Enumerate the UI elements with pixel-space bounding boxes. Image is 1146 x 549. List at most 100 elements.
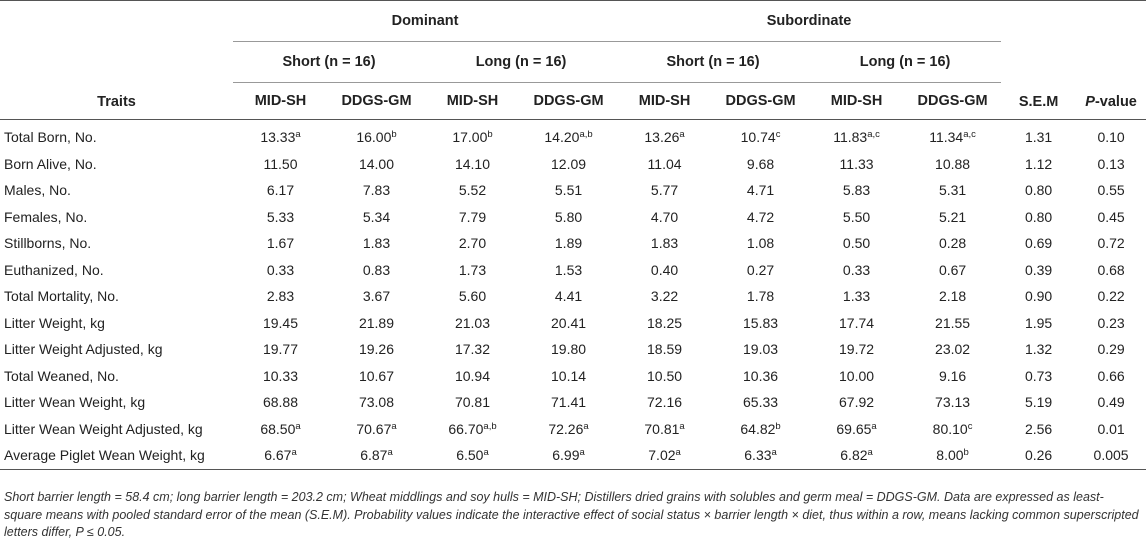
value-cell: 10.88 (904, 151, 1001, 178)
sem-cell: 0.26 (1001, 442, 1077, 470)
value-cell: 65.33 (712, 389, 809, 416)
cell-superscript: b (487, 129, 493, 141)
group-subordinate: Subordinate (617, 0, 1002, 42)
cell-value: 11.34 (929, 129, 964, 146)
cell-value: 17.32 (454, 341, 491, 358)
cell-superscript: a (675, 447, 681, 459)
value-cell: 80.10c (904, 416, 1001, 443)
cell-value: 11.04 (647, 155, 682, 172)
cell-value: 6.99 (552, 447, 580, 464)
value-cell: 5.60 (425, 283, 520, 310)
cell-value: 4.70 (650, 208, 679, 225)
sem-cell: 0.39 (1024, 261, 1053, 278)
value-cell: 64.82b (712, 416, 809, 443)
cell-value: 1.08 (746, 235, 775, 252)
cell-value: 7.79 (458, 208, 487, 225)
sem-cell: 1.32 (1024, 341, 1053, 358)
value-cell: 0.27 (712, 257, 809, 284)
cell-value: 14.10 (454, 155, 491, 172)
value-cell: 70.81a (617, 416, 712, 443)
value-cell: 10.50 (617, 363, 712, 390)
value-cell: 20.41 (520, 310, 617, 337)
p-value-cell: 0.23 (1097, 314, 1125, 331)
table-row: Males, No. 6.17 7.83 5.52 5.51 5.77 4.71 5.83 5.… (0, 177, 1146, 204)
subgroup-dominant-short: Short (n = 16) (233, 41, 425, 83)
cell-value: 5.83 (842, 182, 871, 199)
trait-label: Average Piglet Wean Weight, kg (0, 442, 233, 470)
cell-superscript: b (963, 447, 969, 459)
value-cell: 14.10 (425, 151, 520, 178)
sem-cell: 0.69 (1024, 235, 1053, 252)
value-cell: 5.52 (425, 177, 520, 204)
cell-superscript: a (483, 447, 489, 459)
trait-label: Litter Weight, kg (4, 314, 105, 331)
cell-value: 70.67 (356, 420, 392, 437)
cell-value: 71.41 (551, 394, 587, 411)
cell-value: 65.33 (743, 394, 779, 411)
p-value-cell: 0.68 (1097, 261, 1125, 278)
p-value-cell: 0.13 (1097, 155, 1125, 172)
cell-value: 21.89 (358, 314, 395, 331)
value-cell: 17.00b (425, 120, 520, 151)
p-value-cell: 0.49 (1097, 394, 1125, 411)
cell-value: 5.21 (938, 208, 967, 225)
p-value-cell: 0.55 (1097, 182, 1125, 199)
cell-value: 11.50 (263, 155, 298, 172)
table-row: Females, No. 5.33 5.34 7.79 5.80 4.70 4.72 5.50… (0, 204, 1146, 231)
cell-value: 67.92 (839, 394, 875, 411)
value-cell: 69.65a (809, 416, 904, 443)
cell-value: 1.89 (554, 235, 583, 252)
cell-value: 6.50 (456, 447, 484, 464)
value-cell: 0.33 (233, 257, 328, 284)
cell-superscript: a (295, 129, 301, 141)
cell-superscript: a (679, 420, 685, 432)
value-cell: 11.50 (233, 151, 328, 178)
header-subgroup-row: Short (n = 16) Long (n = 16) Short (n = … (0, 41, 1146, 83)
value-cell: 13.33a (233, 120, 328, 151)
p-value-cell: 0.29 (1097, 341, 1125, 358)
trait-label: Litter Wean Weight Adjusted, kg (4, 420, 203, 437)
cell-value: 10.50 (647, 367, 683, 384)
value-cell: 10.00 (809, 363, 904, 390)
cell-value: 19.45 (262, 314, 299, 331)
trait-label: Stillborns, No. (4, 235, 92, 252)
diet-col-4: DDGS-GM (533, 93, 604, 109)
value-cell: 17.32 (425, 336, 520, 363)
value-cell: 7.02a (617, 442, 713, 470)
value-cell: 70.67a (328, 416, 425, 443)
value-cell: 5.80 (520, 204, 617, 231)
table-row: Total Born, No. 13.33a 16.00b 17.00b 14.20a,… (0, 120, 1146, 151)
cell-value: 5.50 (842, 208, 871, 225)
cell-superscript: b (391, 129, 397, 141)
cell-value: 2.70 (458, 235, 487, 252)
trait-label: Litter Wean Weight, kg (4, 394, 146, 411)
value-cell: 72.16 (617, 389, 712, 416)
cell-superscript: a,b (579, 129, 593, 141)
value-cell: 67.92 (809, 389, 904, 416)
diet-col-7: MID-SH (830, 93, 883, 109)
value-cell: 11.04 (617, 151, 712, 178)
cell-value: 15.83 (743, 314, 779, 331)
cell-value: 0.33 (842, 261, 871, 278)
subgroup-dominant-long: Long (n = 16) (425, 41, 618, 83)
value-cell: 4.70 (617, 204, 712, 231)
cell-value: 6.67 (264, 447, 292, 464)
cell-value: 6.33 (744, 447, 772, 464)
cell-value: 3.22 (650, 288, 679, 305)
value-cell: 73.13 (904, 389, 1001, 416)
cell-value: 14.00 (358, 155, 395, 172)
value-cell: 1.53 (520, 257, 617, 284)
diet-col-6: DDGS-GM (725, 93, 796, 109)
value-cell: 70.81 (425, 389, 520, 416)
sem-cell: 0.80 (1024, 208, 1053, 225)
cell-value: 72.16 (647, 394, 683, 411)
cell-value: 0.67 (938, 261, 967, 278)
cell-value: 6.87 (360, 447, 388, 464)
table-row: Euthanized, No. 0.33 0.83 1.73 1.53 0.40 0.27 0… (0, 257, 1146, 284)
table-body: Total Born, No. 13.33a 16.00b 17.00b 14.20a,… (0, 120, 1146, 470)
value-cell: 66.70a,b (425, 416, 520, 443)
cell-superscript: a (295, 420, 301, 432)
cell-value: 23.02 (935, 341, 971, 358)
cell-value: 70.81 (454, 394, 491, 411)
value-cell: 18.59 (617, 336, 712, 363)
